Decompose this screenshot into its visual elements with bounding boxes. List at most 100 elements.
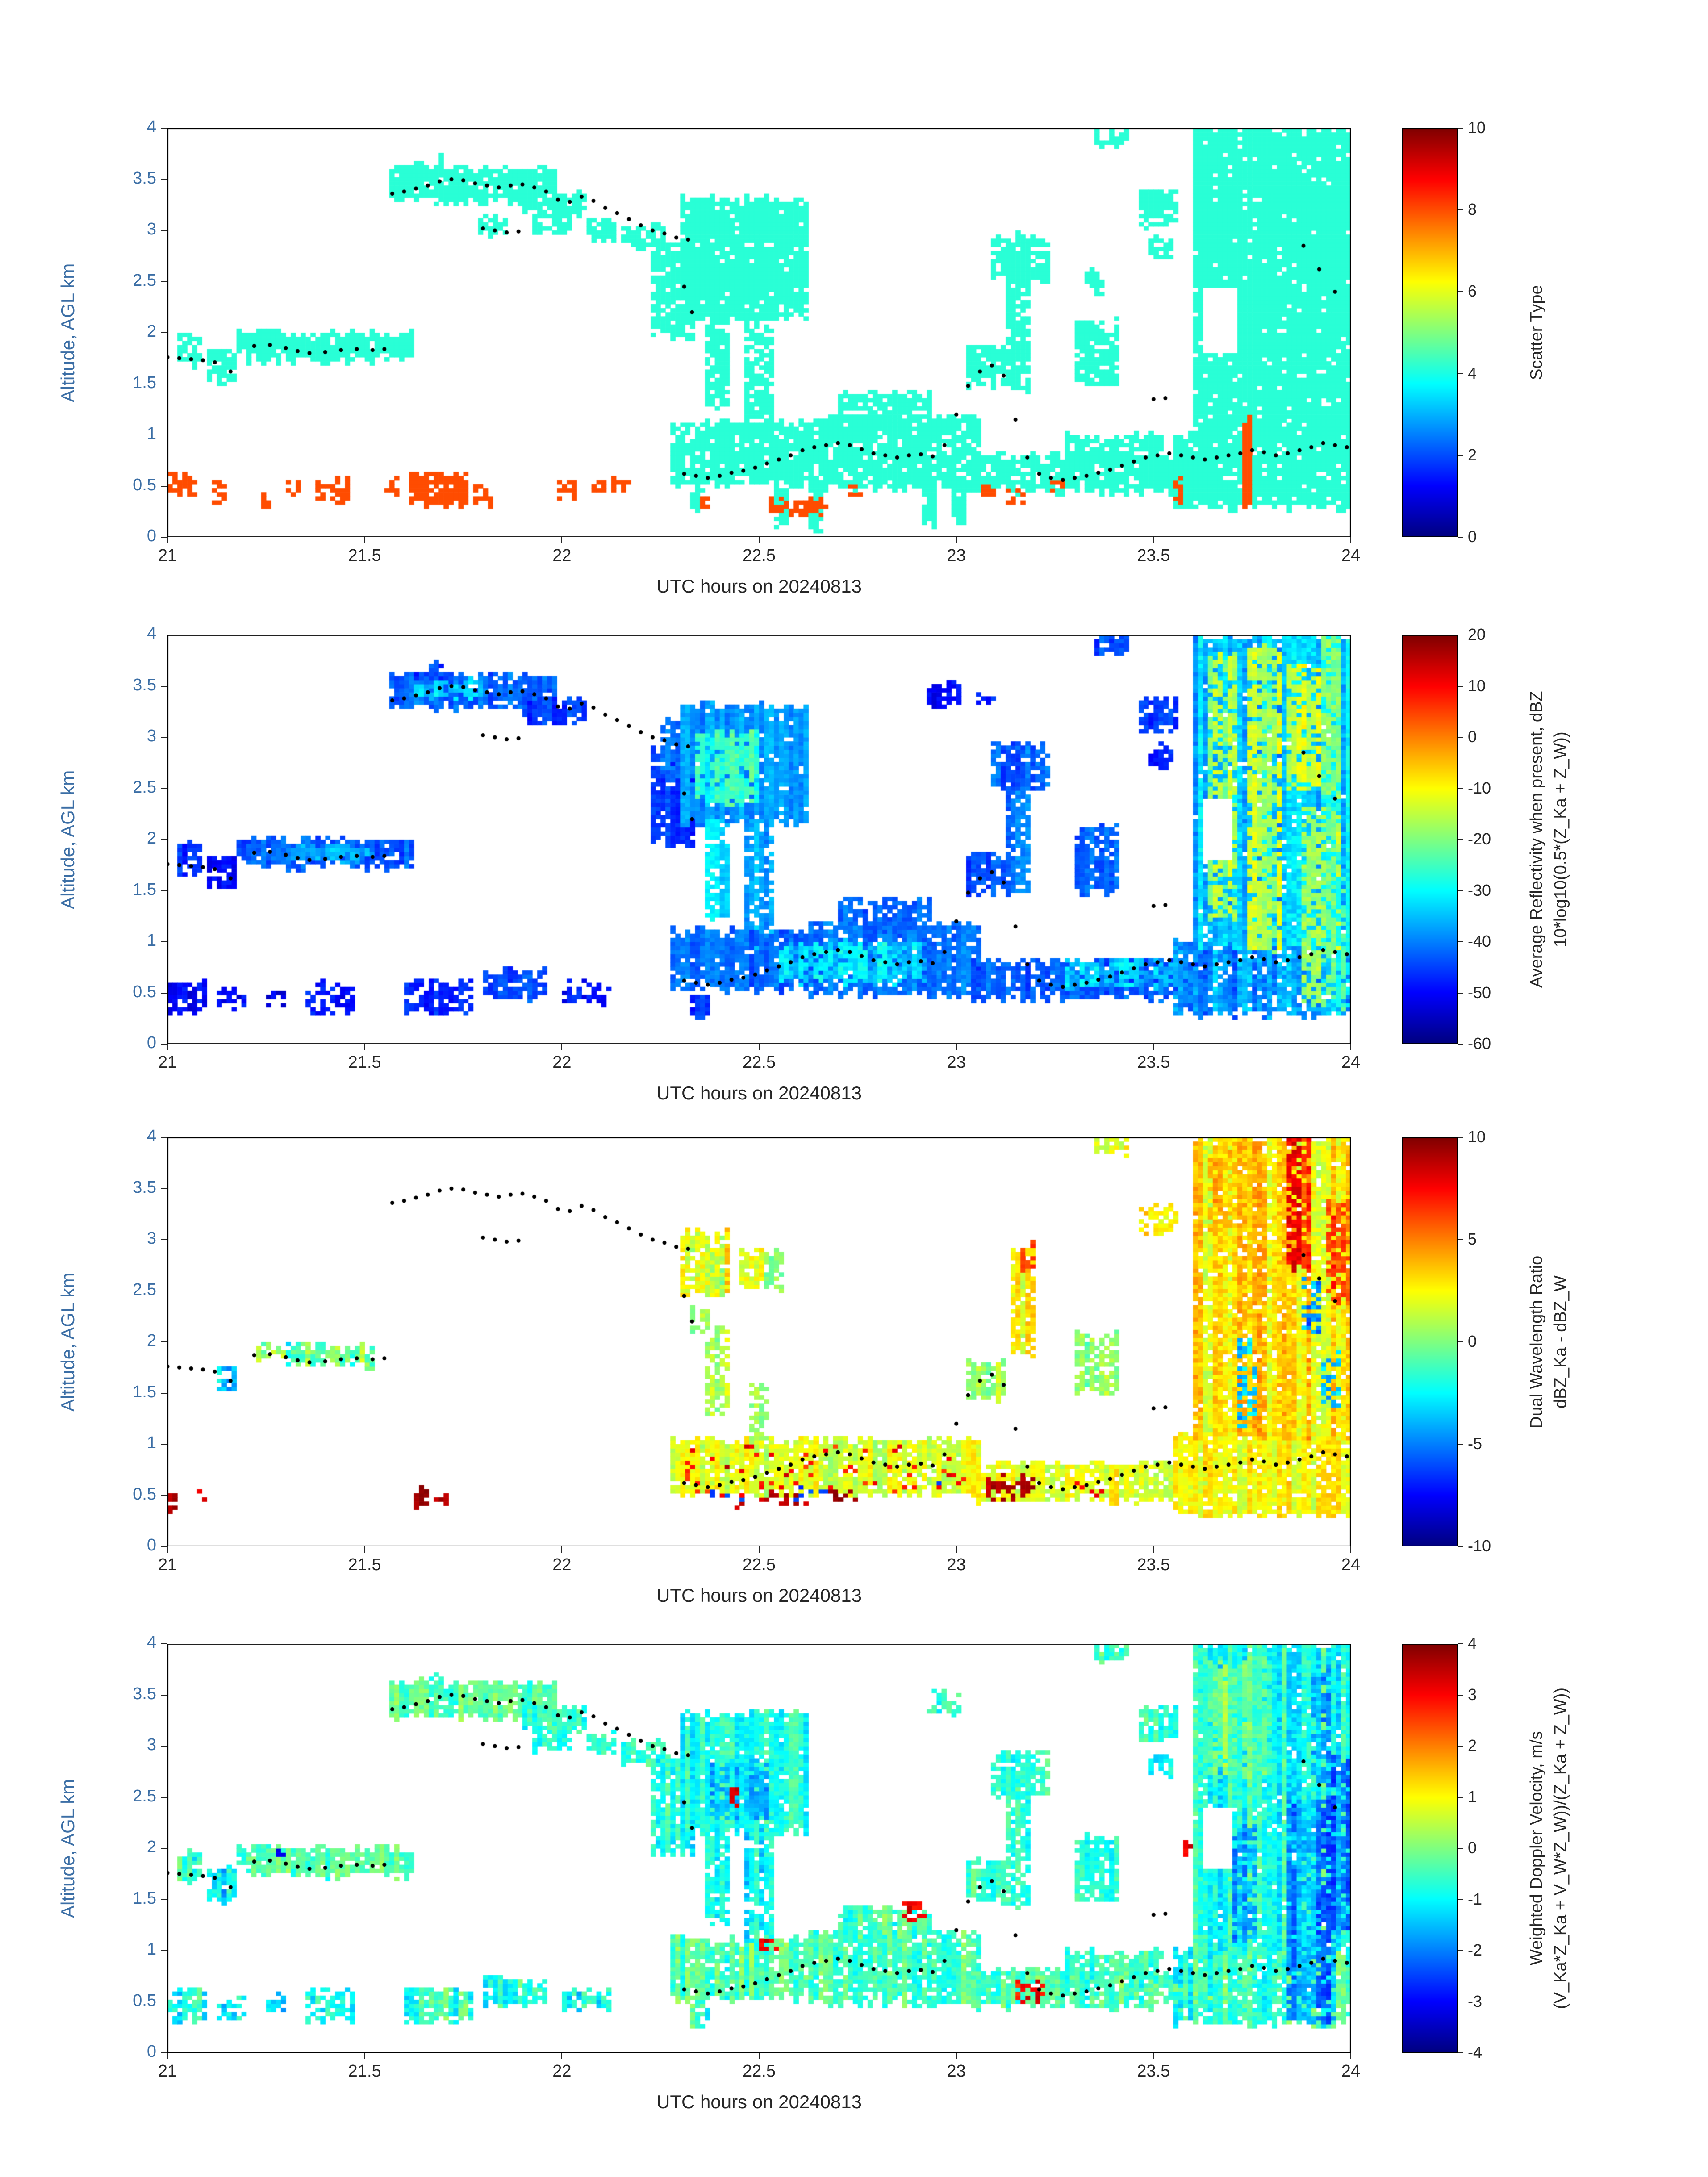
x-tick-mark (1350, 1044, 1351, 1050)
y-tick-label: 1.5 (133, 880, 156, 899)
colorbar-label-formula: (V_Ka*Z_Ka + V_W*Z_W))/(Z_Ka + Z_W)) (1551, 1687, 1570, 2010)
y-tick-label: 0.5 (133, 982, 156, 1001)
y-tick-label: 1.5 (133, 373, 156, 392)
y-tick-label: 0 (146, 1536, 156, 1554)
x-tick-mark (956, 2053, 957, 2059)
y-tick-label: 0 (146, 1033, 156, 1052)
x-tick-mark (364, 1546, 365, 1553)
y-tick-label: 3 (146, 1735, 156, 1754)
colorbar-tick-label: 0 (1468, 527, 1477, 546)
colorbar-label: Average Reflectivity when present, dBZ (1527, 691, 1546, 988)
x-axis-label: UTC hours on 20240813 (656, 1082, 862, 1103)
colorbar-average-reflectivity (1402, 635, 1458, 1044)
x-tick-mark (1350, 1546, 1351, 1553)
x-tick-label: 23 (947, 2062, 966, 2081)
colorbar-tick-mark (1458, 1137, 1463, 1138)
colorbar-tick-label: -10 (1468, 1537, 1491, 1555)
x-tick-mark (561, 1546, 563, 1553)
y-tick-mark (161, 1899, 167, 1900)
y-tick-label: 0 (146, 2042, 156, 2061)
heatmap-average-reflectivity (167, 635, 1351, 1044)
x-tick-mark (561, 2053, 563, 2059)
y-tick-label: 2.5 (133, 271, 156, 290)
y-tick-mark (161, 941, 167, 942)
x-tick-label: 23.5 (1137, 546, 1170, 565)
x-tick-label: 21 (158, 1555, 177, 1574)
y-tick-mark (161, 1848, 167, 1849)
y-tick-mark (161, 1950, 167, 1951)
colorbar-tick-label: -50 (1468, 983, 1491, 1002)
y-tick-label: 3 (146, 727, 156, 745)
x-tick-label: 23 (947, 546, 966, 565)
colorbar-dual-wavelength-ratio (1402, 1137, 1458, 1546)
x-tick-label: 21.5 (348, 1555, 381, 1574)
colorbar-tick-mark (1458, 1746, 1463, 1747)
x-tick-label: 22.5 (743, 2062, 776, 2081)
colorbar-tick-label: -1 (1468, 1889, 1482, 1908)
x-tick-mark (956, 537, 957, 543)
colorbar-tick-label: 2 (1468, 445, 1477, 464)
x-tick-label: 24 (1341, 2062, 1361, 2081)
x-tick-mark (167, 1546, 168, 1553)
x-tick-mark (759, 1546, 760, 1553)
x-tick-mark (956, 1546, 957, 1553)
colorbar-label: Scatter Type (1527, 285, 1546, 380)
colorbar-tick-label: 4 (1468, 1634, 1477, 1652)
x-tick-mark (1153, 2053, 1154, 2059)
colorbar-label: Dual Wavelength Ratio (1527, 1255, 1546, 1429)
colorbar-tick-mark (1458, 1848, 1463, 1849)
y-tick-mark (161, 1694, 167, 1696)
colorbar-tick-label: -40 (1468, 932, 1491, 950)
x-tick-label: 22 (552, 1053, 572, 1072)
y-tick-label: 3 (146, 220, 156, 238)
colorbar-tick-label: 8 (1468, 200, 1477, 219)
colorbar-tick-mark (1458, 291, 1463, 292)
x-tick-mark (956, 1044, 957, 1050)
y-tick-label: 1 (146, 931, 156, 950)
x-tick-label: 21 (158, 546, 177, 565)
colorbar-tick-mark (1458, 941, 1463, 942)
colorbar-tick-mark (1458, 128, 1463, 129)
x-tick-mark (1350, 537, 1351, 543)
colorbar-tick-label: -10 (1468, 778, 1491, 797)
x-tick-label: 21.5 (348, 546, 381, 565)
colorbar-tick-label: 10 (1468, 1128, 1486, 1146)
colorbar-tick-mark (1458, 1643, 1463, 1644)
y-tick-label: 2 (146, 322, 156, 341)
colorbar-tick-label: 3 (1468, 1685, 1477, 1704)
colorbar-tick-mark (1458, 537, 1463, 538)
x-tick-mark (561, 537, 563, 543)
colorbar-label-formula: dBZ_Ka - dBZ_W (1551, 1275, 1570, 1408)
colorbar-tick-label: 0 (1468, 1332, 1477, 1350)
y-tick-mark (161, 230, 167, 231)
y-tick-mark (161, 1137, 167, 1138)
y-tick-label: 2 (146, 1838, 156, 1856)
y-tick-mark (161, 1392, 167, 1394)
y-tick-label: 3 (146, 1229, 156, 1248)
colorbar-label-formula (1551, 128, 1574, 537)
y-tick-label: 3.5 (133, 1684, 156, 1703)
panel-dual-wavelength-ratio: Altitude, AGL km UTC hours on 20240813 D… (0, 1127, 1708, 1646)
x-tick-mark (167, 537, 168, 543)
x-tick-label: 21.5 (348, 2062, 381, 2081)
x-tick-mark (1153, 1044, 1154, 1050)
x-tick-mark (364, 1044, 365, 1050)
y-tick-mark (161, 1797, 167, 1798)
colorbar-weighted-doppler-velocity (1402, 1644, 1458, 2053)
y-tick-mark (161, 1495, 167, 1496)
colorbar-tick-mark (1458, 373, 1463, 374)
y-tick-mark (161, 1546, 167, 1547)
x-tick-mark (1153, 1546, 1154, 1553)
y-tick-mark (161, 332, 167, 333)
x-tick-mark (167, 2053, 168, 2059)
x-tick-label: 24 (1341, 546, 1361, 565)
panel-weighted-doppler-velocity: Altitude, AGL km UTC hours on 20240813 W… (0, 1633, 1708, 2153)
colorbar-tick-mark (1458, 1044, 1463, 1045)
y-tick-label: 1.5 (133, 1382, 156, 1401)
x-tick-mark (759, 1044, 760, 1050)
y-tick-mark (161, 179, 167, 180)
y-tick-mark (161, 1188, 167, 1189)
x-tick-label: 24 (1341, 1555, 1361, 1574)
colorbar-tick-mark (1458, 455, 1463, 456)
